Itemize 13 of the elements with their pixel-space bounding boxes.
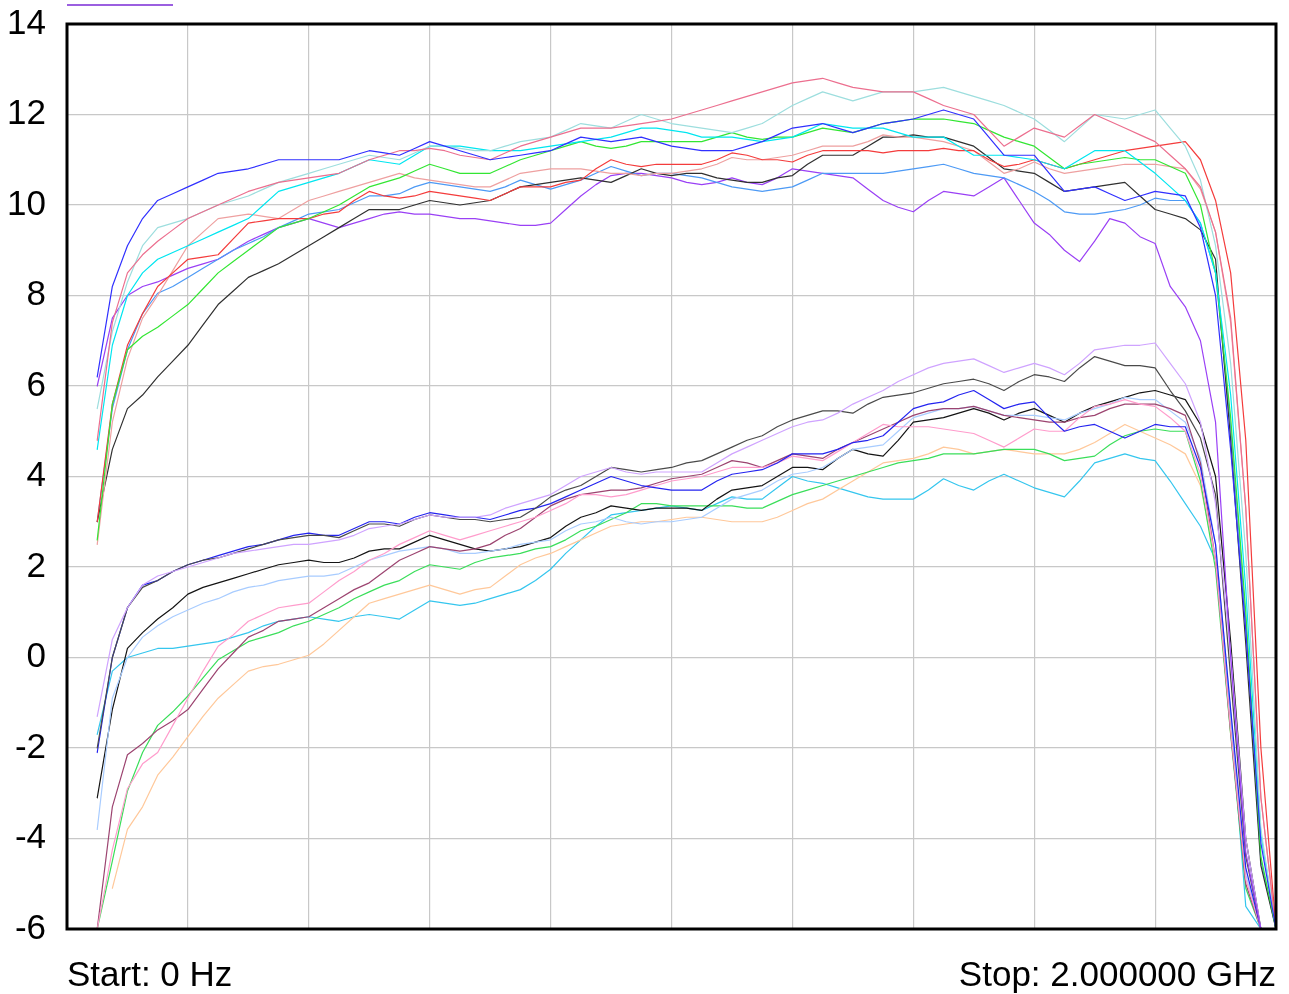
y-tick-label: 6 <box>26 363 46 403</box>
y-tick-label: 4 <box>26 454 46 494</box>
text: Stop: 2.000000 GHz <box>958 954 1276 994</box>
y-tick-label: 0 <box>26 635 46 675</box>
y-tick-label: 2 <box>26 544 46 584</box>
text: Start: 0 Hz <box>67 954 233 994</box>
y-tick-label: -6 <box>14 906 46 946</box>
y-tick-label: 14 <box>7 1 46 41</box>
y-tick-label: -4 <box>14 816 46 856</box>
y-tick-label: 10 <box>7 182 46 222</box>
y-tick-label: -2 <box>14 725 46 765</box>
y-tick-label: 12 <box>7 92 46 132</box>
y-tick-label: 8 <box>26 273 46 313</box>
